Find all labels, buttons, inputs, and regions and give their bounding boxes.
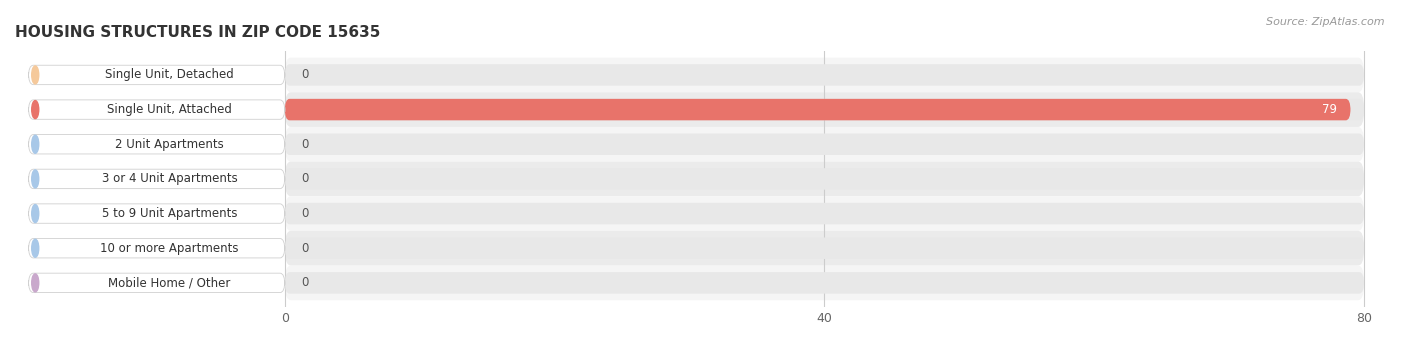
- FancyBboxPatch shape: [285, 266, 1364, 300]
- Circle shape: [32, 239, 39, 257]
- Text: 2 Unit Apartments: 2 Unit Apartments: [115, 138, 224, 151]
- FancyBboxPatch shape: [285, 237, 1364, 259]
- FancyBboxPatch shape: [285, 231, 1364, 266]
- Text: 79: 79: [1322, 103, 1337, 116]
- Text: HOUSING STRUCTURES IN ZIP CODE 15635: HOUSING STRUCTURES IN ZIP CODE 15635: [15, 26, 381, 40]
- Text: 0: 0: [301, 68, 308, 82]
- Text: 0: 0: [301, 276, 308, 289]
- FancyBboxPatch shape: [28, 169, 285, 189]
- Text: 10 or more Apartments: 10 or more Apartments: [100, 242, 239, 255]
- FancyBboxPatch shape: [285, 57, 1364, 92]
- FancyBboxPatch shape: [285, 92, 1364, 127]
- Circle shape: [32, 135, 39, 153]
- FancyBboxPatch shape: [28, 100, 285, 119]
- FancyBboxPatch shape: [28, 135, 285, 154]
- FancyBboxPatch shape: [285, 99, 1351, 120]
- FancyBboxPatch shape: [285, 196, 1364, 231]
- FancyBboxPatch shape: [28, 65, 285, 85]
- Circle shape: [32, 101, 39, 119]
- Text: 3 or 4 Unit Apartments: 3 or 4 Unit Apartments: [101, 172, 238, 185]
- FancyBboxPatch shape: [285, 99, 1364, 120]
- FancyBboxPatch shape: [285, 64, 1364, 86]
- FancyBboxPatch shape: [285, 203, 1364, 224]
- Circle shape: [32, 205, 39, 223]
- FancyBboxPatch shape: [285, 134, 1364, 155]
- FancyBboxPatch shape: [285, 127, 1364, 162]
- Text: Single Unit, Detached: Single Unit, Detached: [105, 68, 233, 82]
- Text: Mobile Home / Other: Mobile Home / Other: [108, 276, 231, 289]
- Text: 5 to 9 Unit Apartments: 5 to 9 Unit Apartments: [101, 207, 238, 220]
- Text: 0: 0: [301, 172, 308, 185]
- Circle shape: [32, 66, 39, 84]
- Circle shape: [32, 274, 39, 292]
- FancyBboxPatch shape: [285, 272, 1364, 294]
- FancyBboxPatch shape: [28, 204, 285, 223]
- Circle shape: [32, 170, 39, 188]
- Text: Source: ZipAtlas.com: Source: ZipAtlas.com: [1267, 17, 1385, 27]
- FancyBboxPatch shape: [28, 239, 285, 258]
- FancyBboxPatch shape: [28, 273, 285, 293]
- Text: 0: 0: [301, 138, 308, 151]
- Text: Single Unit, Attached: Single Unit, Attached: [107, 103, 232, 116]
- FancyBboxPatch shape: [285, 162, 1364, 196]
- FancyBboxPatch shape: [285, 168, 1364, 190]
- Text: 0: 0: [301, 207, 308, 220]
- Text: 0: 0: [301, 242, 308, 255]
